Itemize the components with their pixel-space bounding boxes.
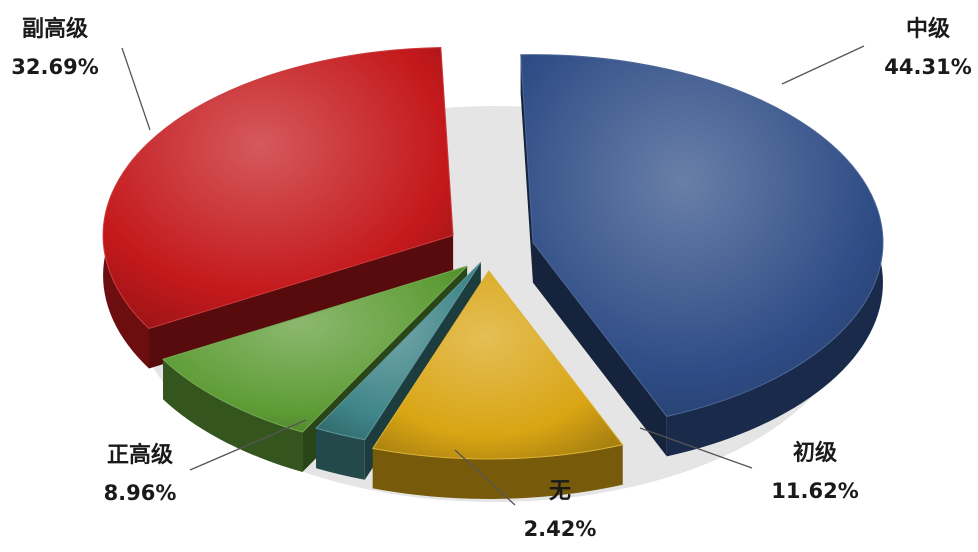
slice-cut-face (532, 242, 667, 457)
data-label-fugaoji: 副高级 32.69% (11, 16, 151, 131)
slice-top (102, 46, 454, 330)
slice-name-label: 副高级 (22, 16, 88, 42)
leader-line (121, 47, 151, 131)
slice-top (162, 265, 468, 433)
slice-rim (372, 444, 623, 499)
slice-percent-label: 44.31% (884, 55, 971, 79)
data-label-zhongji: 中级 44.31% (781, 16, 972, 85)
slice-rim (316, 428, 365, 480)
slice-percent-label: 32.69% (11, 55, 98, 79)
slice-name-label: 无 (549, 479, 571, 504)
slice-cut-face (520, 54, 533, 283)
slice-name-label: 中级 (906, 16, 950, 42)
slice-fugaoji (102, 46, 454, 369)
data-label-chuji: 初级 11.62% (639, 427, 859, 503)
slice-percent-label: 2.42% (524, 517, 597, 541)
slice-percent-label: 8.96% (104, 481, 177, 505)
pie-labels: 中级 44.31% 初级 11.62% 无 2.42% 正高级 8.96% 副高级 32.69% (11, 16, 971, 541)
slice-percent-label: 11.62% (771, 479, 858, 503)
slice-top (371, 270, 624, 460)
slice-name-label: 初级 (793, 440, 837, 466)
leader-line (454, 449, 516, 506)
pie-slices (102, 46, 884, 499)
slice-cut-face (148, 235, 454, 369)
slice-top (520, 54, 884, 417)
slice-name-label: 正高级 (107, 442, 173, 468)
slice-chuji (371, 270, 624, 499)
data-label-zhenggaoji: 正高级 8.96% (104, 419, 307, 505)
slice-rim (163, 359, 303, 473)
slice-top (315, 262, 482, 441)
slice-zhongji (520, 54, 884, 457)
leader-line (639, 427, 753, 469)
data-label-wu: 无 2.42% (454, 449, 597, 541)
leader-line (781, 45, 865, 85)
leader-line (189, 419, 307, 471)
